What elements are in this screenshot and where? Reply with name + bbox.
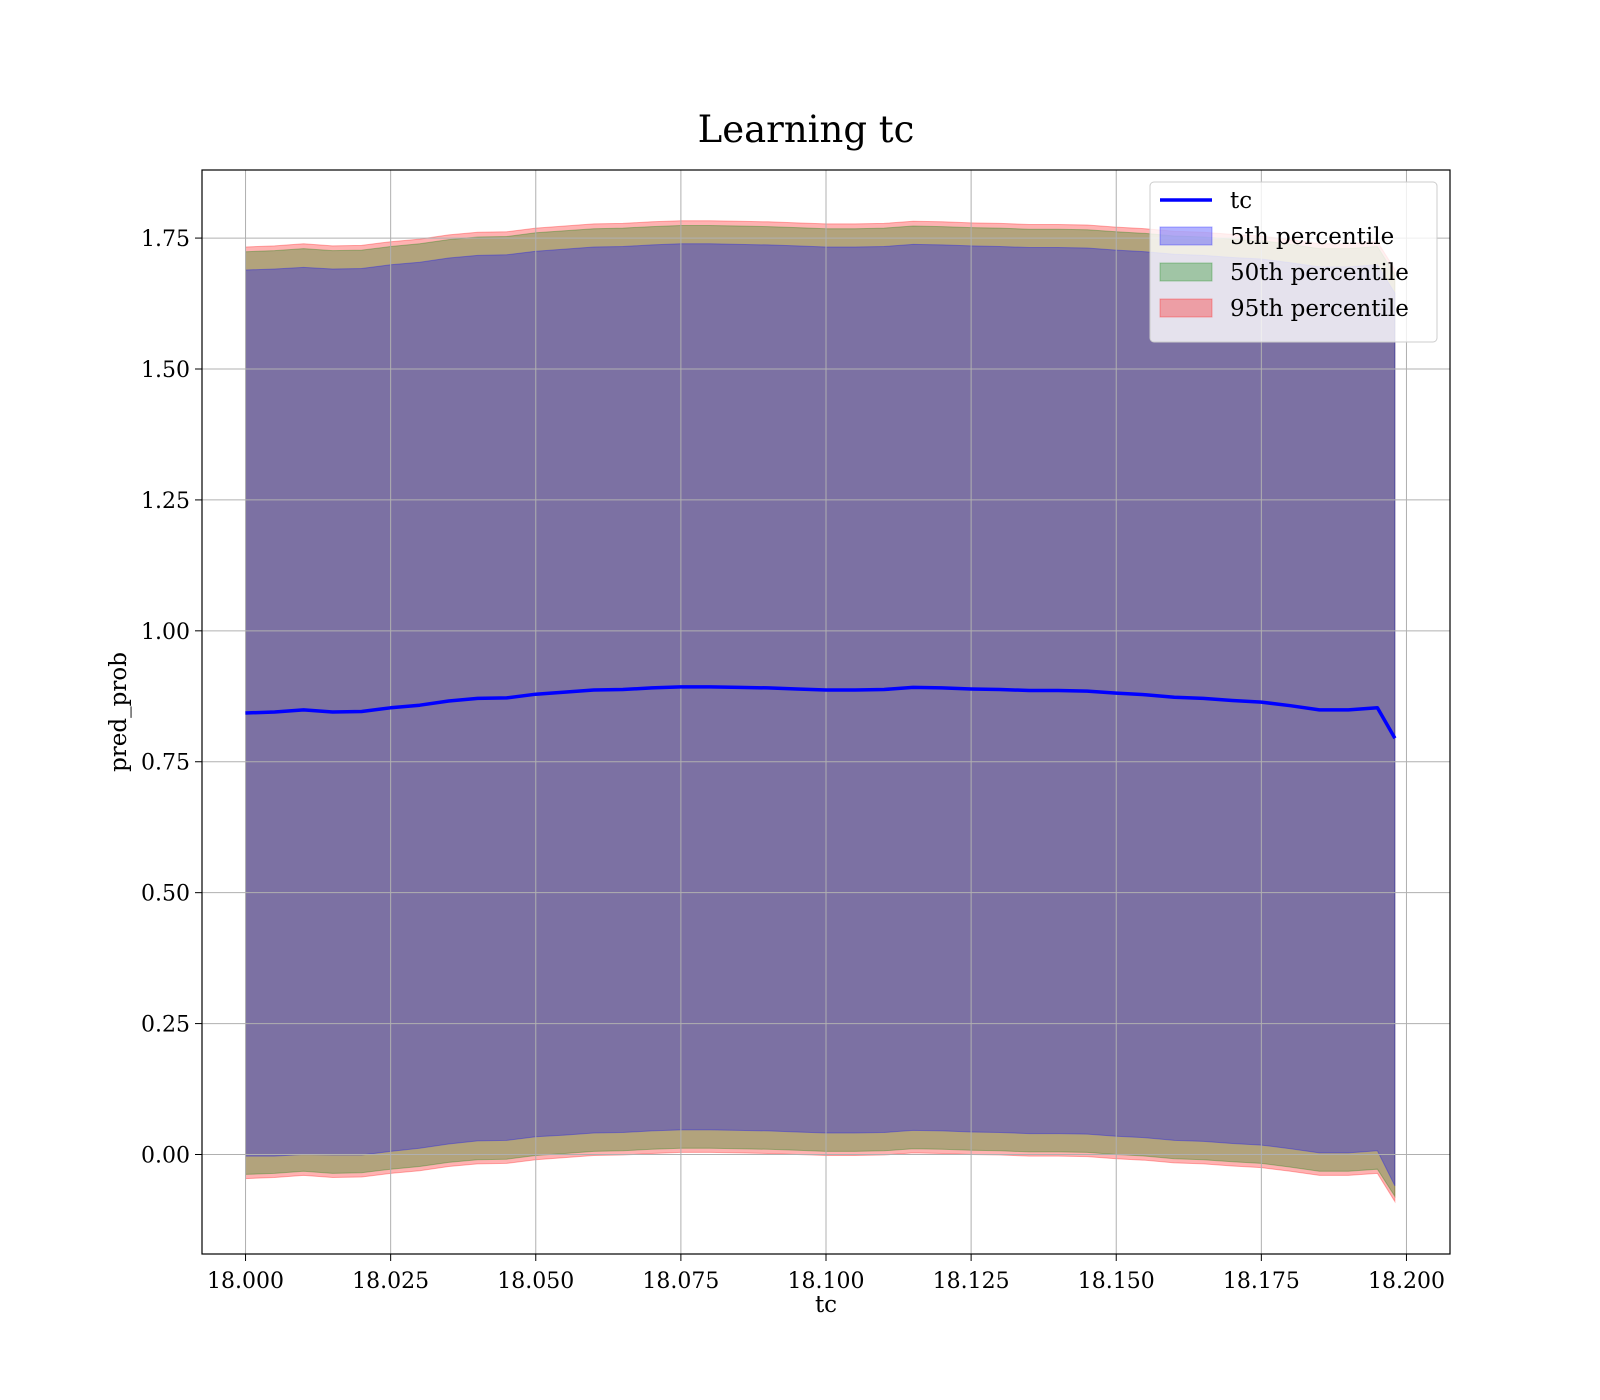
y-tick-label: 1.25	[141, 489, 190, 514]
y-axis-ticks: 0.00 0.25 0.50 0.75 1.00 1.25 1.50 1.75	[141, 227, 202, 1169]
chart-title: Learning tc	[698, 108, 915, 151]
legend-label-tc: tc	[1230, 188, 1252, 214]
x-tick-label: 18.200	[1368, 1269, 1445, 1294]
y-tick-label: 0.75	[141, 751, 190, 776]
grid-lines	[202, 170, 1450, 1254]
y-tick-label: 1.50	[141, 358, 190, 383]
x-tick-label: 18.175	[1223, 1269, 1300, 1294]
x-tick-label: 18.075	[642, 1269, 719, 1294]
band-50th-percentile	[245, 225, 1396, 1199]
x-tick-label: 18.100	[788, 1269, 865, 1294]
legend-label-95th-percentile: 95th percentile	[1230, 296, 1409, 322]
series-line-tc	[245, 685, 1397, 740]
y-tick-label: 0.25	[141, 1013, 190, 1038]
y-tick-label: 1.00	[141, 620, 190, 645]
legend-box	[1149, 181, 1438, 343]
legend-swatch-95th-percentile	[1159, 298, 1213, 318]
series-lines	[245, 685, 1397, 740]
legend-label-50th-percentile: 50th percentile	[1230, 260, 1409, 286]
legend-swatch-50th-percentile	[1159, 262, 1213, 282]
x-tick-label: 18.025	[352, 1269, 429, 1294]
x-axis-label: tc	[815, 1292, 837, 1318]
x-tick-label: 18.000	[207, 1269, 284, 1294]
x-axis-ticks: 18.000 18.025 18.050 18.075 18.100 18.125 18.1…	[207, 1254, 1445, 1294]
y-axis-label: pred_prob	[106, 652, 132, 772]
band-95th-percentile	[245, 220, 1396, 1204]
x-tick-label: 18.150	[1078, 1269, 1155, 1294]
x-tick-label: 18.125	[933, 1269, 1010, 1294]
y-tick-label: 1.75	[141, 227, 190, 252]
x-tick-label: 18.050	[497, 1269, 574, 1294]
legend-label-5th-percentile: 5th percentile	[1230, 224, 1394, 250]
y-tick-label: 0.00	[141, 1144, 190, 1169]
band-5th-percentile	[245, 243, 1396, 1187]
legend-swatch-5th-percentile	[1159, 226, 1213, 246]
y-tick-label: 0.50	[141, 882, 190, 907]
percentile-bands	[245, 220, 1396, 1204]
legend: tc 5th percentile 50th percentile 95th perc…	[1149, 181, 1438, 343]
